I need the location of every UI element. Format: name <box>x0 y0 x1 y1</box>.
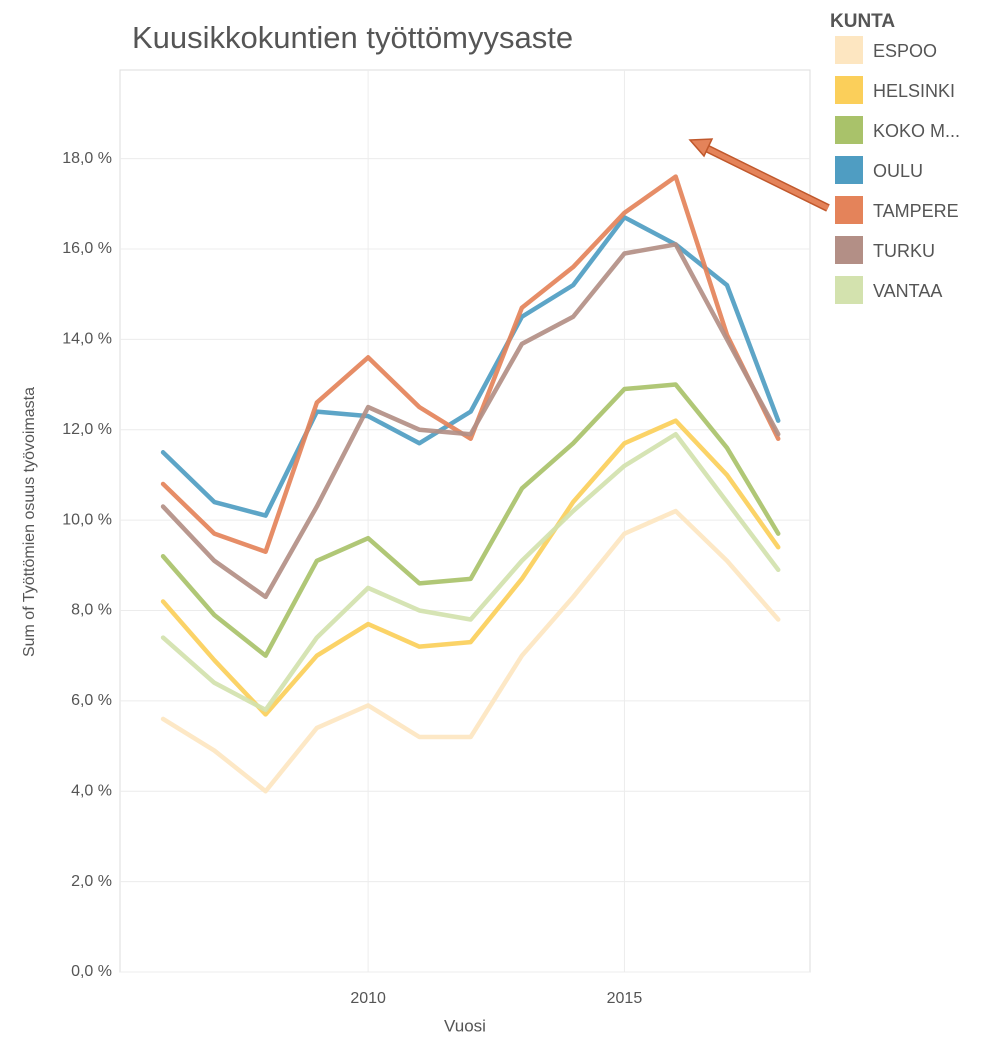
y-tick-label: 2,0 % <box>71 873 112 890</box>
marks <box>120 70 810 973</box>
series-line <box>160 174 781 554</box>
series-line <box>160 242 781 600</box>
legend-label: VANTAA <box>873 281 942 301</box>
y-axis-label: Sum of Työttömien osuus työvoimasta <box>21 387 38 657</box>
legend-swatch <box>835 36 863 64</box>
legend-label: KOKO M... <box>873 121 960 141</box>
series-line <box>160 382 781 658</box>
annotation-arrow <box>688 138 830 212</box>
legend-label: HELSINKI <box>873 81 955 101</box>
y-tick-label: 14,0 % <box>62 331 112 348</box>
legend-title: KUNTA <box>830 11 895 32</box>
y-tick-label: 18,0 % <box>62 150 112 167</box>
legend-label: TURKU <box>873 241 935 261</box>
legend-label: TAMPERE <box>873 201 959 221</box>
legend-label: OULU <box>873 161 923 181</box>
y-tick-label: 0,0 % <box>71 963 112 980</box>
y-tick-label: 12,0 % <box>62 421 112 438</box>
legend-swatch <box>835 276 863 304</box>
legend-swatch <box>835 156 863 184</box>
plot-frame <box>119 69 811 973</box>
series-line <box>160 508 781 794</box>
x-tick-label: 2010 <box>350 990 386 1007</box>
y-tick-label: 8,0 % <box>71 602 112 619</box>
legend-swatch <box>835 76 863 104</box>
y-tick-label: 16,0 % <box>62 240 112 257</box>
series-line <box>160 418 781 717</box>
x-axis-label: Vuosi <box>444 1016 486 1035</box>
legend-swatch <box>835 116 863 144</box>
x-tick-label: 2015 <box>607 990 643 1007</box>
chart-title: Kuusikkokuntien työttömyysaste <box>132 20 573 55</box>
arrow-head <box>688 138 714 158</box>
y-tick-label: 10,0 % <box>62 511 112 528</box>
legend-swatch <box>835 196 863 224</box>
y-tick-label: 6,0 % <box>71 692 112 709</box>
y-tick-label: 4,0 % <box>71 782 112 799</box>
legend-swatch <box>835 236 863 264</box>
series-line <box>160 431 781 713</box>
arrow-shaft <box>704 145 830 211</box>
legend-label: ESPOO <box>873 41 937 61</box>
